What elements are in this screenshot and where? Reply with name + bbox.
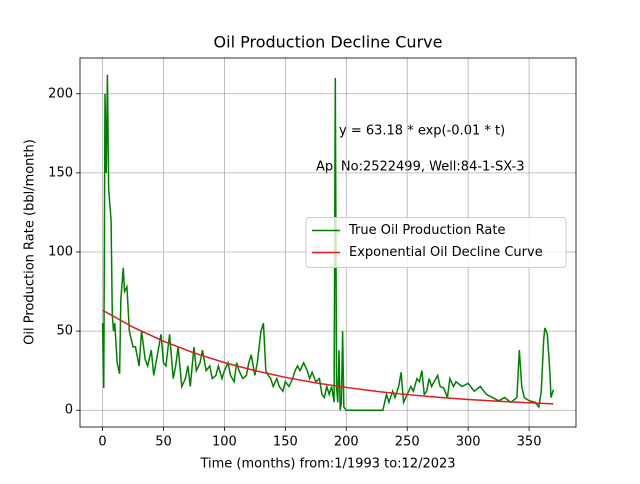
y-axis-label: Oil Production Rate (bbl/month) [23,139,38,345]
legend: True Oil Production Rate Exponential Oil … [305,217,567,268]
y-tick-label: 150 [48,165,73,180]
series-line [102,309,554,405]
x-tick-label: 250 [395,435,420,450]
series-line [101,74,555,411]
x-tick-label: 300 [456,435,481,450]
y-tick-label: 50 [56,324,73,339]
legend-label: True Oil Production Rate [348,223,505,238]
y-tick-label: 0 [65,403,73,418]
x-tick-label: 0 [98,435,106,450]
x-tick-label: 200 [334,435,359,450]
legend-label: Exponential Oil Decline Curve [349,245,543,260]
x-tick-label: 50 [155,435,172,450]
x-axis-label: Time (months) from:1/1993 to:12/2023 [199,457,455,472]
x-tick-label: 150 [273,435,298,450]
annotation: y = 63.18 * exp(-0.01 * t) [339,124,505,139]
legend-box [305,217,567,268]
plot-frame [79,57,577,428]
x-tick-label: 100 [212,435,237,450]
chart-title: Oil Production Decline Curve [214,33,443,52]
y-tick-label: 200 [48,86,73,101]
plot-area [101,74,555,411]
y-tick-label: 100 [48,244,73,259]
annotation: Api No:2522499, Well:84-1-SX-3 [316,160,524,175]
x-tick-label: 350 [517,435,542,450]
